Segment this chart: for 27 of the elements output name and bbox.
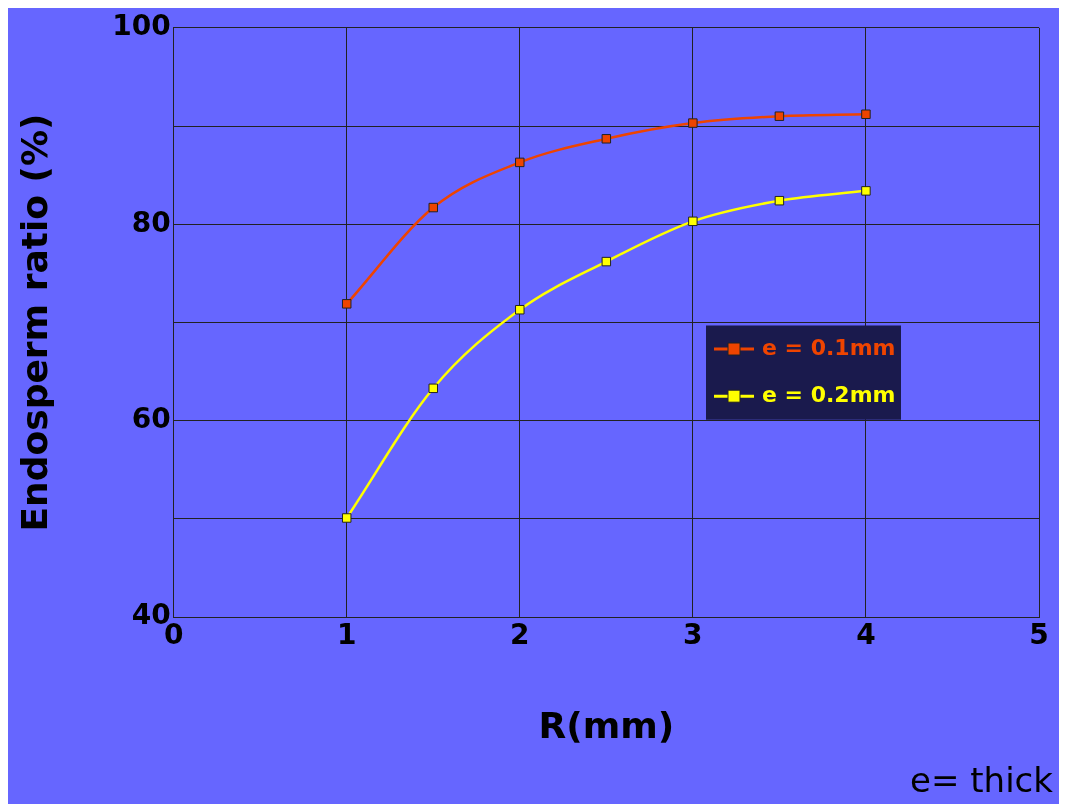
point	[688, 216, 698, 227]
point	[515, 157, 525, 168]
x-tick-label: 1	[336, 618, 357, 652]
point	[601, 134, 612, 144]
x-tick-label: 4	[856, 618, 876, 652]
point	[688, 118, 698, 128]
legend-label: e = 0.1mm	[762, 334, 896, 360]
y-tick-label: 100	[112, 9, 171, 43]
x-tick-label: 3	[683, 618, 703, 652]
y-axis-title: Endosperm ratio (%)	[13, 113, 55, 532]
y-tick-label: 80	[131, 205, 171, 239]
x-tick-label: 5	[1029, 618, 1049, 652]
point	[428, 383, 438, 394]
legend-label: e = 0.2mm	[762, 381, 896, 407]
point	[428, 202, 438, 213]
point	[341, 513, 352, 523]
point	[861, 186, 871, 196]
point	[341, 299, 352, 309]
point	[515, 304, 525, 315]
point	[601, 256, 612, 267]
text: e= thick	[910, 759, 1054, 800]
point	[774, 111, 785, 121]
x-axis-title: R(mm)	[538, 704, 675, 746]
point	[861, 109, 871, 119]
point	[774, 195, 785, 206]
y-tick-label: 60	[131, 402, 171, 436]
x-tick-label: 2	[510, 618, 530, 652]
